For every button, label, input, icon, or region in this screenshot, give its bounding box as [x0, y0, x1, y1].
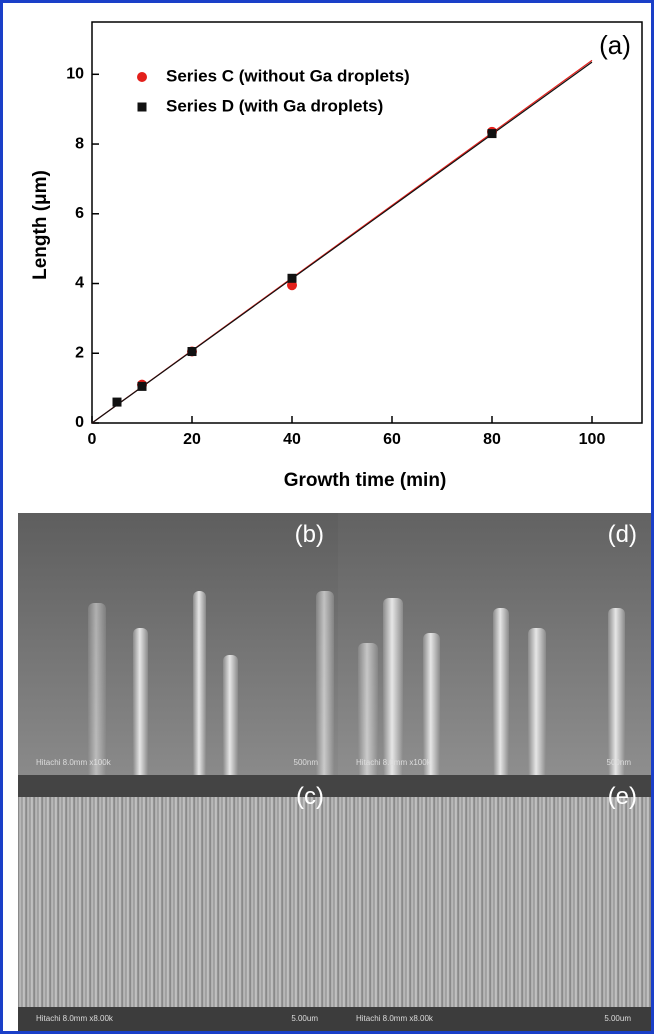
sem-panel: (e) Hitachi 8.0mm x8.00k 5.00um [338, 775, 651, 1031]
sem-info: Hitachi 8.0mm x100k [36, 758, 111, 767]
y-tick-label: 2 [75, 344, 84, 361]
y-tick-label: 6 [75, 205, 84, 222]
x-tick-label: 40 [283, 431, 301, 448]
nanowire [383, 598, 403, 775]
nanowire [316, 591, 334, 775]
sem-info: Hitachi 8.0mm x8.00k [36, 1014, 113, 1023]
nanowire [223, 655, 238, 775]
data-point [187, 347, 197, 357]
data-point [112, 397, 122, 407]
substrate [18, 1007, 338, 1031]
panel-label: (b) [294, 521, 324, 548]
legend-marker [137, 102, 147, 112]
legend-marker [137, 72, 147, 82]
legend-label: Series C (without Ga droplets) [166, 66, 410, 85]
nanowire [608, 608, 625, 775]
x-tick-label: 0 [88, 431, 97, 448]
sem-info: Hitachi 8.0mm x100k [356, 758, 431, 767]
nanowire [193, 591, 206, 775]
sem-panel: (d) Hitachi 8.0mm x100k 500nm [338, 513, 651, 775]
scale-bar-label: 5.00um [291, 1014, 318, 1023]
y-tick-label: 4 [75, 275, 84, 292]
y-tick-label: 10 [66, 66, 84, 83]
panel-label: (d) [607, 521, 637, 548]
nanowire [493, 608, 509, 775]
fit-line [91, 61, 593, 424]
sem-panel: (b) Hitachi 8.0mm x100k 500nm [18, 513, 338, 775]
nanowire [88, 603, 106, 775]
nanowire [133, 628, 148, 775]
sem-panel: (c) Hitachi 8.0mm x8.00k 5.00um [18, 775, 338, 1031]
substrate [338, 1007, 651, 1031]
panel-label: (c) [296, 783, 324, 810]
nanowire-array [338, 797, 651, 1009]
nanowire [358, 643, 378, 775]
scale-bar-label: 500nm [606, 758, 631, 767]
nanowire [423, 633, 440, 775]
y-axis-label: Length (μm) [30, 170, 51, 280]
x-axis-label: Growth time (min) [284, 470, 447, 491]
panel-label: (e) [607, 783, 637, 810]
x-tick-label: 20 [183, 431, 201, 448]
sem-info: Hitachi 8.0mm x8.00k [356, 1014, 433, 1023]
data-point [487, 129, 497, 139]
x-tick-label: 60 [383, 431, 401, 448]
chart: (a) Growth time (min) Length (μm) 0 20 40 6… [30, 21, 643, 491]
plot-frame [91, 21, 643, 424]
nanowire [528, 628, 546, 775]
x-tick-label: 80 [483, 431, 501, 448]
y-tick-label: 8 [75, 135, 84, 152]
scale-bar-label: 5.00um [604, 1014, 631, 1023]
x-tick-label: 100 [579, 431, 606, 448]
nanowire-array [18, 797, 338, 1009]
y-tick-label: 0 [75, 414, 84, 431]
data-point [137, 381, 147, 391]
scale-bar-label: 500nm [293, 758, 318, 767]
panel-label: (a) [599, 30, 631, 60]
legend-label: Series D (with Ga droplets) [166, 96, 383, 115]
data-point [287, 273, 297, 283]
